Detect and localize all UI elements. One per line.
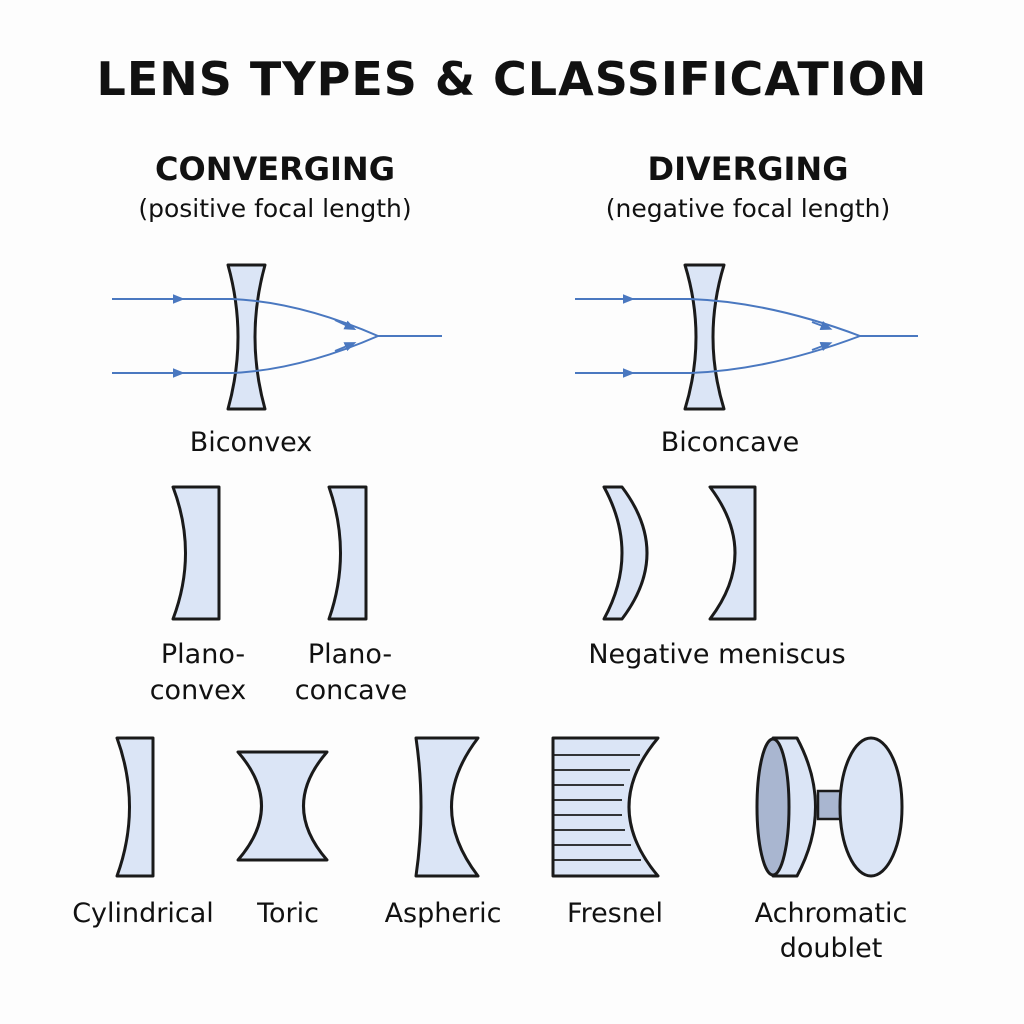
aspheric-label: Aspheric — [384, 898, 502, 929]
fresnel-label: Fresnel — [567, 898, 663, 929]
biconvex-lens — [226, 263, 267, 411]
negative-meniscus-lens-left — [602, 485, 649, 621]
plano-concave-lens — [327, 485, 368, 621]
converging-subheading: (positive focal length) — [138, 194, 412, 223]
doublet-left-face — [755, 737, 791, 877]
plano-concave-label-line1: Plano- — [307, 639, 393, 670]
ray-arrow-mid-top — [811, 320, 833, 330]
achromatic-label-line2: doublet — [779, 933, 883, 964]
ray-arrow-mid-bottom — [334, 342, 357, 352]
achromatic-doublet — [755, 736, 904, 878]
cylindrical-lens — [115, 736, 155, 878]
toric-lens — [236, 750, 329, 862]
toric-label: Toric — [257, 898, 319, 929]
refracted-ray-bottom — [231, 335, 379, 374]
fresnel-grooves — [553, 754, 641, 861]
fresnel-lens — [551, 736, 660, 878]
converging-ray-diagram — [112, 263, 442, 411]
doublet-right-element — [838, 736, 904, 878]
plano-convex-label-line1: Plano- — [160, 639, 246, 670]
converging-heading: CONVERGING — [155, 150, 395, 188]
negative-meniscus-lens-right — [708, 485, 757, 621]
negative-meniscus-label: Negative meniscus — [588, 639, 846, 670]
cylindrical-label: Cylindrical — [72, 898, 214, 929]
biconvex-label: Biconvex — [189, 427, 313, 458]
refracted-ray-top — [689, 298, 861, 337]
ray-arrow-mid-top — [334, 319, 357, 331]
refracted-ray-bottom — [689, 335, 861, 374]
plano-concave-label-line2: concave — [294, 675, 408, 706]
page-title: LENS TYPES & CLASSIFICATION — [96, 52, 928, 106]
biconcave-label: Biconcave — [660, 427, 800, 458]
aspheric-lens — [414, 736, 480, 878]
diverging-ray-diagram — [575, 263, 918, 411]
ray-arrow-mid-bottom — [811, 342, 833, 352]
plano-convex-lens — [171, 485, 221, 621]
plano-convex-label-line2: convex — [149, 675, 247, 706]
diverging-subheading: (negative focal length) — [605, 194, 891, 223]
fresnel-lens-body — [551, 736, 660, 878]
diverging-heading: DIVERGING — [647, 150, 849, 188]
biconcave-lens — [683, 263, 726, 411]
refracted-ray-top — [231, 298, 379, 337]
achromatic-label-line1: Achromatic — [754, 898, 908, 929]
